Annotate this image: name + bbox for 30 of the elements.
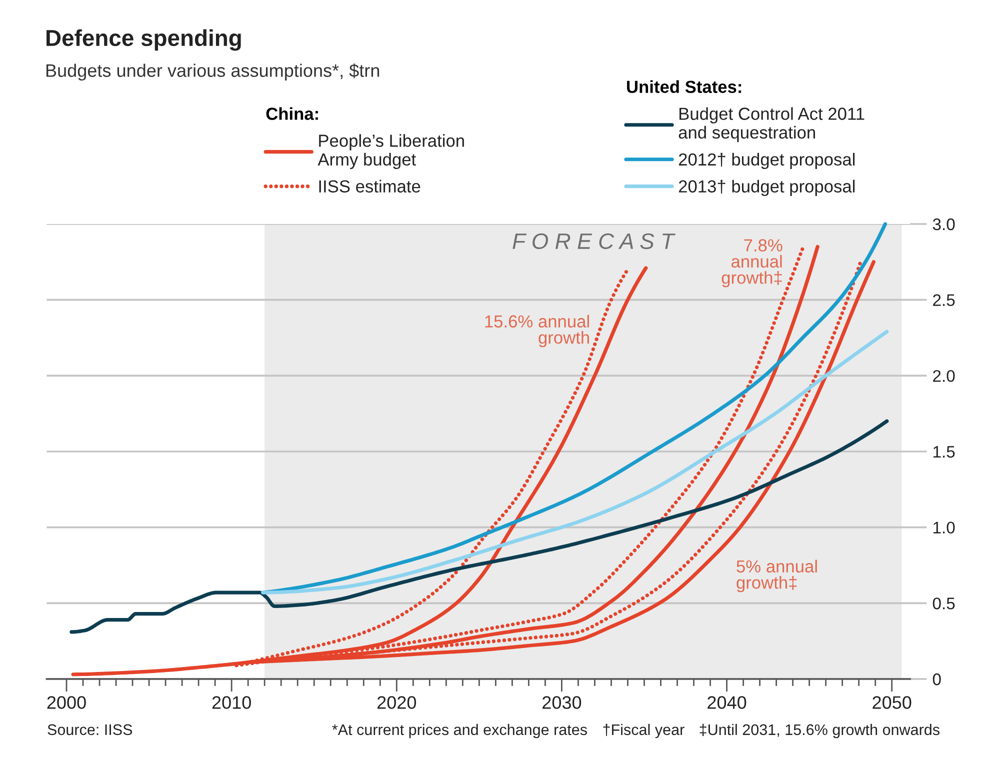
legend-label: 2012† budget proposal	[678, 152, 855, 170]
x-tick-label: 2020	[377, 696, 416, 709]
y-tick-label: 2.0	[933, 370, 955, 382]
x-tick-label: 2030	[542, 696, 582, 709]
x-tick-label: 2050	[872, 696, 912, 709]
legend-label: Budget Control Act 2011 and sequestration	[678, 107, 864, 142]
legend-label: 2013† budget proposal	[678, 180, 855, 196]
y-tick-label: 1.5	[933, 446, 955, 458]
annotation: 7.8% annual growth‡	[722, 239, 782, 288]
chart-subtitle: Budgets under various assumptions*, $trn	[46, 63, 380, 81]
legend-label: IISS estimate	[319, 180, 420, 193]
y-tick-label: 0.5	[932, 598, 955, 610]
text: †Fiscal year	[603, 724, 684, 738]
y-tick-label: 0	[932, 673, 941, 686]
x-tick-label: 2010	[212, 696, 251, 709]
band-label: F O R E C A S T	[512, 233, 676, 250]
text: United States:	[627, 80, 742, 94]
y-tick-label: 3.0	[932, 218, 955, 230]
legend-label: People’s Liberation Army budget	[318, 134, 464, 170]
text: China:	[266, 107, 318, 120]
y-tick-label: 1.0	[933, 522, 955, 534]
source-note: Source: IISS	[48, 724, 132, 736]
annotation: 15.6% annual growth	[485, 314, 589, 348]
annotation: 5% annual growth‡	[736, 560, 817, 592]
text: *At current prices and exchange rates	[332, 724, 587, 738]
x-tick-label: 2000	[47, 696, 86, 709]
chart-title: Defence spending	[46, 29, 241, 51]
y-tick-label: 2.5	[933, 294, 955, 306]
text: ‡Until 2031, 15.6% growth onwards	[700, 724, 940, 738]
x-tick-label: 2040	[708, 696, 746, 709]
